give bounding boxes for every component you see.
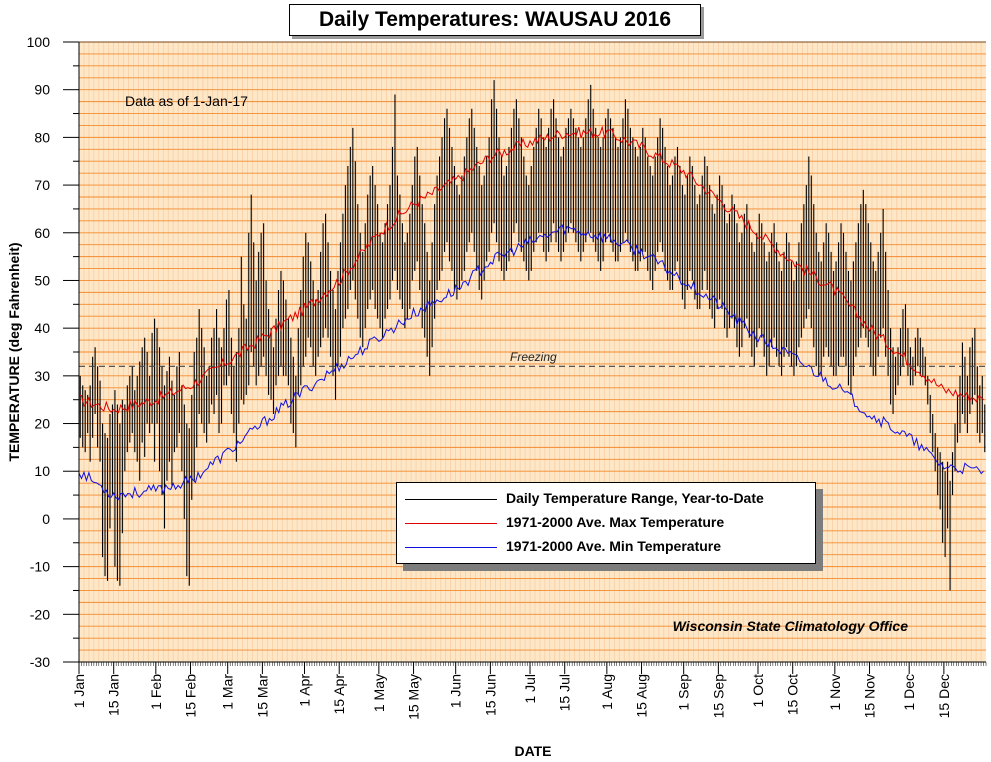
x-tick-label: 15 Nov: [862, 674, 878, 718]
legend-item-ave-min: 1971-2000 Ave. Min Temperature: [397, 536, 815, 558]
y-tick-label: -30: [30, 654, 50, 670]
x-tick-label: 1 Mar: [220, 674, 236, 710]
x-tick-label: 1 Nov: [827, 674, 843, 711]
chart-title: Daily Temperatures: WAUSAU 2016: [289, 4, 701, 36]
x-tick-label: 1 Dec: [901, 674, 917, 711]
y-tick-label: 80: [34, 129, 50, 145]
legend-swatch-ave-max: [405, 523, 497, 524]
x-tick-label: 1 Sep: [676, 674, 692, 711]
credit-annotation: Wisconsin State Climatology Office: [673, 618, 909, 634]
legend-label-ave-min: 1971-2000 Ave. Min Temperature: [506, 538, 722, 554]
x-tick-label: 15 Sep: [710, 674, 726, 719]
legend-label-ave-max: 1971-2000 Ave. Max Temperature: [506, 514, 725, 530]
y-tick-label: 70: [34, 177, 50, 193]
y-tick-label: 20: [34, 416, 50, 432]
x-tick-label: 15 Mar: [254, 674, 270, 718]
x-tick-label: 1 Jul: [522, 674, 538, 704]
x-tick-label: 15 Jun: [482, 674, 498, 716]
y-tick-label: 50: [34, 272, 50, 288]
x-tick-label: 15 Jul: [557, 674, 573, 711]
x-tick-label: 1 Aug: [599, 674, 615, 710]
x-tick-label: 15 Dec: [936, 674, 952, 718]
x-tick-label: 15 May: [406, 674, 422, 720]
freezing-annotation: Freezing: [510, 350, 557, 364]
y-tick-label: 10: [34, 463, 50, 479]
x-tick-label: 1 Jun: [448, 674, 464, 708]
chart-title-text: Daily Temperatures: WAUSAU 2016: [318, 8, 672, 31]
y-tick-label: -10: [30, 559, 50, 575]
y-tick-label: 100: [27, 34, 51, 50]
legend-swatch-range: [405, 499, 497, 500]
x-tick-label: 15 Jan: [106, 674, 122, 716]
x-tick-label: 1 Feb: [148, 674, 164, 710]
x-tick-label: 15 Feb: [183, 674, 199, 718]
series-ave-min-line: [78, 224, 984, 501]
x-tick-label: 1 May: [371, 674, 387, 712]
x-axis-label: DATE: [514, 743, 551, 759]
legend-label-range: Daily Temperature Range, Year-to-Date: [506, 490, 764, 506]
y-tick-label: 30: [34, 368, 50, 384]
x-tick-label: 1 Apr: [297, 674, 313, 707]
legend: Daily Temperature Range, Year-to-Date 19…: [396, 482, 816, 564]
data-as-of-annotation: Data as of 1-Jan-17: [125, 93, 248, 109]
x-tick-label: 15 Oct: [785, 674, 801, 715]
y-tick-label: 0: [42, 511, 50, 527]
legend-item-ave-max: 1971-2000 Ave. Max Temperature: [397, 512, 815, 534]
series-ave-max-line: [78, 125, 984, 414]
y-tick-label: 40: [34, 320, 50, 336]
x-tick-label: 15 Apr: [331, 674, 347, 715]
daily-range-bars: [79, 80, 986, 591]
y-axis-label: TEMPERATURE (deg Fahrenheit): [6, 242, 22, 461]
y-tick-label: 60: [34, 225, 50, 241]
legend-item-range: Daily Temperature Range, Year-to-Date: [397, 488, 815, 510]
legend-swatch-ave-min: [405, 547, 497, 548]
x-tick-label: 15 Aug: [634, 674, 650, 718]
axes: -30 -20 -10 0 10 20 30 40 50 60 70 80 90 100 1 Jan 15 J…: [27, 34, 987, 720]
y-tick-label: -20: [30, 606, 50, 622]
x-tick-label: 1 Oct: [750, 674, 766, 708]
y-tick-label: 90: [34, 82, 50, 98]
x-tick-label: 1 Jan: [71, 674, 87, 708]
